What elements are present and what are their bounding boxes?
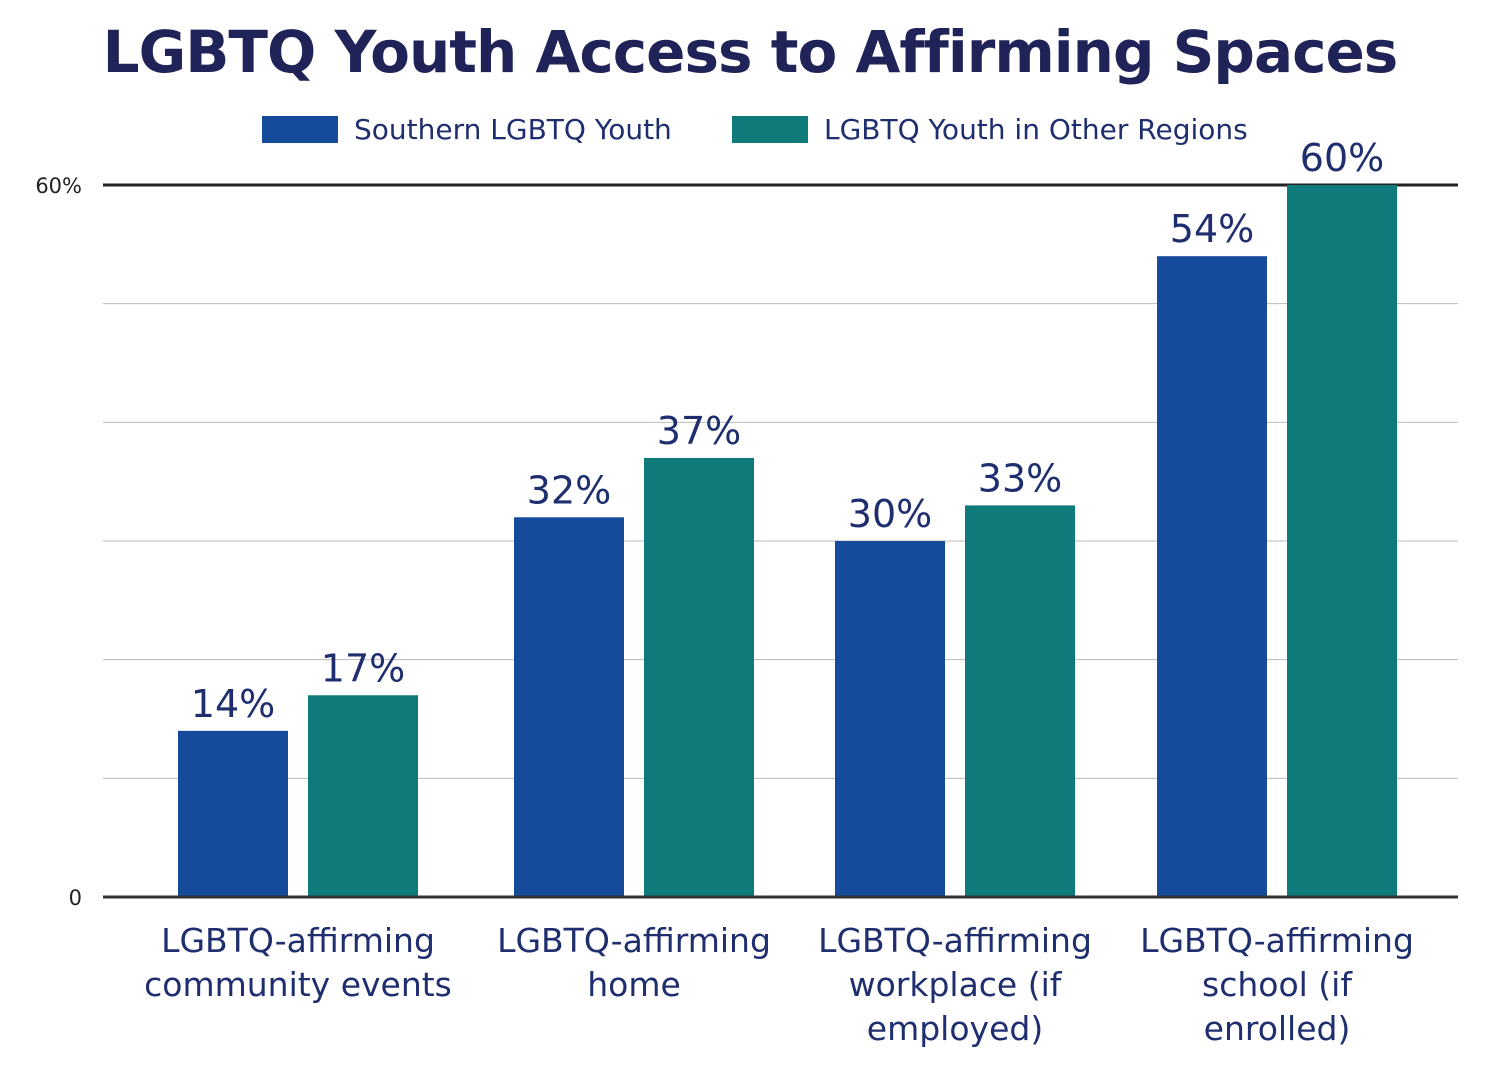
data-label: 37% [657,409,741,453]
bar [965,505,1075,897]
legend-label-other: LGBTQ Youth in Other Regions [824,112,1248,146]
x-tick-label: enrolled) [1204,1009,1351,1048]
chart-title: LGBTQ Youth Access to Affirming Spaces [102,18,1399,86]
data-label: 14% [191,682,275,726]
data-label: 30% [848,492,932,536]
x-tick-label: LGBTQ-affirming [497,921,771,960]
data-label: 33% [978,456,1062,500]
data-label: 60% [1300,136,1384,180]
data-label: 17% [321,646,405,690]
legend-item-other: LGBTQ Youth in Other Regions [732,112,1248,146]
data-label: 54% [1170,207,1254,251]
bar [1157,256,1267,897]
legend-label-southern: Southern LGBTQ Youth [354,112,672,146]
x-tick-label: community events [144,965,452,1004]
bar [1287,185,1397,897]
bar [644,457,754,897]
x-tick-label: home [587,965,681,1004]
bar [514,517,624,897]
x-tick-label: employed) [867,1009,1043,1048]
y-tick-label: 60% [35,174,82,198]
bar [835,541,945,897]
bar [308,695,418,897]
x-tick-label: workplace (if [849,965,1063,1004]
data-label: 32% [527,468,611,512]
legend-swatch-southern [262,115,338,143]
x-tick-label: LGBTQ-affirming [1140,921,1414,960]
legend-swatch-other [732,115,808,143]
x-tick-label: school (if [1202,965,1353,1004]
bar [178,730,288,897]
y-tick-label: 0 [69,886,82,910]
x-tick-label: LGBTQ-affirming [161,921,435,960]
x-tick-label: LGBTQ-affirming [818,921,1092,960]
legend-item-southern: Southern LGBTQ Youth [262,112,672,146]
